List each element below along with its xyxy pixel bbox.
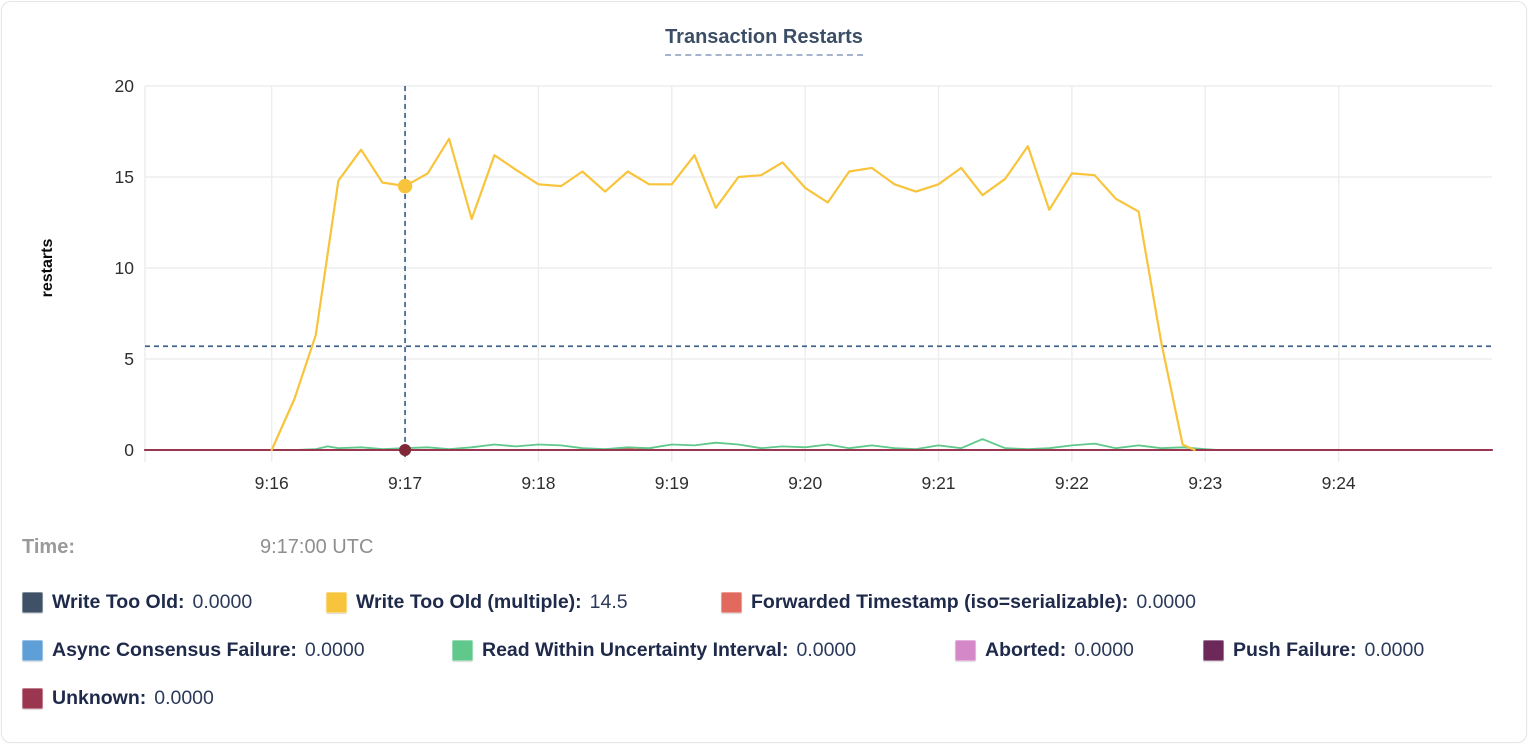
y-tick-label: 5 bbox=[124, 349, 134, 369]
transaction-restarts-line-chart[interactable]: 0 5 10 15 20 9:16 9:17 9:18 9:19 9:20 9:21 9:22 9:23… bbox=[2, 2, 1528, 522]
legend-swatch-async-consensus-failure bbox=[22, 640, 43, 661]
series-write-too-old-multiple bbox=[270, 137, 1196, 452]
x-tick-label: 9:23 bbox=[1188, 473, 1222, 493]
legend-item-write-too-old[interactable]: Write Too Old: 0.0000 bbox=[22, 591, 252, 614]
x-tick-label: 9:19 bbox=[655, 473, 689, 493]
legend-item-forwarded-timestamp-iso-serializable[interactable]: Forwarded Timestamp (iso=serializable): 0… bbox=[721, 591, 1196, 614]
legend-item-push-failure[interactable]: Push Failure: 0.0000 bbox=[1203, 639, 1424, 662]
legend-item-read-within-uncertainty-interval[interactable]: Read Within Uncertainty Interval: 0.0000 bbox=[452, 639, 856, 662]
legend-swatch-aborted bbox=[955, 640, 976, 661]
series-read-within-uncertainty-interval bbox=[144, 438, 1493, 451]
legend-value: 0.0000 bbox=[154, 687, 214, 709]
chart-title: Transaction Restarts bbox=[665, 26, 863, 56]
legend-item-write-too-old-multiple[interactable]: Write Too Old (multiple): 14.5 bbox=[326, 591, 628, 614]
hover-time-label: Time: bbox=[22, 536, 75, 558]
legend-swatch-write-too-old-multiple bbox=[326, 592, 347, 613]
x-tick-label: 9:20 bbox=[788, 473, 822, 493]
legend-item-async-consensus-failure[interactable]: Async Consensus Failure: 0.0000 bbox=[22, 639, 365, 662]
legend-label: Async Consensus Failure: bbox=[52, 639, 297, 661]
hover-time-row: Time: 9:17:00 UTC bbox=[2, 536, 1526, 562]
hover-time-value: 9:17:00 UTC bbox=[260, 536, 374, 558]
x-tick-label: 9:24 bbox=[1322, 473, 1356, 493]
hover-dot-write-too-old-multiple bbox=[397, 178, 413, 194]
x-tick-label: 9:17 bbox=[388, 473, 422, 493]
legend-row: Write Too Old: 0.0000 Write Too Old (multi… bbox=[2, 591, 1526, 615]
legend-value: 0.0000 bbox=[1074, 639, 1134, 661]
y-axis-label: restarts bbox=[39, 239, 56, 298]
legend-label: Unknown: bbox=[52, 687, 147, 709]
legend-value: 0.0000 bbox=[304, 639, 365, 661]
x-tick-label: 9:18 bbox=[521, 473, 555, 493]
legend-item-unknown[interactable]: Unknown: 0.0000 bbox=[22, 687, 214, 710]
hover-dot-unknown bbox=[399, 444, 412, 456]
y-tick-label: 15 bbox=[115, 167, 134, 187]
legend-swatch-read-within-uncertainty-interval bbox=[452, 640, 473, 661]
legend-label: Read Within Uncertainty Interval: bbox=[482, 639, 789, 661]
legend-item-aborted[interactable]: Aborted: 0.0000 bbox=[955, 639, 1134, 662]
legend-value: 14.5 bbox=[589, 591, 628, 613]
legend-row: Unknown: 0.0000 bbox=[2, 687, 1526, 711]
x-tick-label: 9:22 bbox=[1055, 473, 1089, 493]
legend-value: 0.0000 bbox=[192, 591, 253, 613]
legend-label: Aborted: bbox=[985, 639, 1067, 661]
legend-value: 0.0000 bbox=[1364, 639, 1425, 661]
legend-row: Async Consensus Failure: 0.0000 Read Withi… bbox=[2, 639, 1526, 663]
legend-label: Push Failure: bbox=[1233, 639, 1357, 661]
y-tick-label: 0 bbox=[124, 440, 134, 460]
x-tick-label: 9:21 bbox=[921, 473, 955, 493]
legend-label: Forwarded Timestamp (iso=serializable): bbox=[751, 591, 1129, 613]
legend-swatch-write-too-old bbox=[22, 592, 43, 613]
legend-label: Write Too Old (multiple): bbox=[356, 591, 582, 613]
legend-label: Write Too Old: bbox=[52, 591, 185, 613]
legend-swatch-push-failure bbox=[1203, 640, 1224, 661]
y-tick-label: 20 bbox=[115, 76, 135, 96]
legend-swatch-forwarded-timestamp-iso-serializable bbox=[721, 592, 742, 613]
legend-swatch-unknown bbox=[22, 688, 43, 709]
y-tick-label: 10 bbox=[115, 258, 135, 278]
legend-value: 0.0000 bbox=[1136, 591, 1196, 613]
legend-value: 0.0000 bbox=[796, 639, 857, 661]
x-tick-label: 9:16 bbox=[255, 473, 289, 493]
